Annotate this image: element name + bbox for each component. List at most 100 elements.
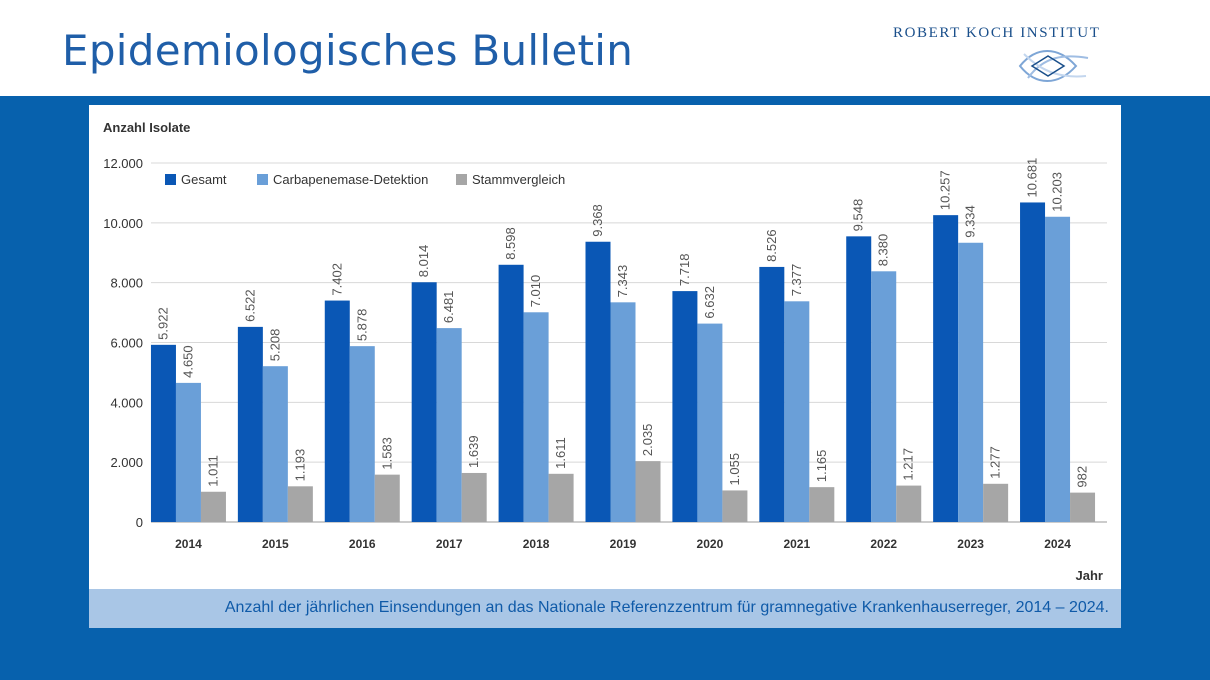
bar bbox=[1020, 202, 1046, 522]
y-tick-label: 6.000 bbox=[110, 336, 143, 351]
bar bbox=[896, 485, 922, 522]
bar bbox=[1045, 216, 1071, 522]
rki-logo: ROBERT KOCH INSTITUT bbox=[890, 22, 1130, 88]
y-tick-label: 8.000 bbox=[110, 276, 143, 291]
y-axis-title: Anzahl Isolate bbox=[103, 120, 190, 135]
x-tick-label: 2022 bbox=[870, 537, 897, 551]
caption-bar: Anzahl der jährlichen Einsendungen an da… bbox=[89, 589, 1121, 628]
data-label: 1.217 bbox=[901, 448, 916, 481]
slide-header: Epidemiologisches Bulletin ROBERT KOCH I… bbox=[0, 0, 1210, 96]
legend-label: Carbapenemase-Detektion bbox=[273, 172, 428, 187]
data-label: 8.526 bbox=[764, 229, 779, 262]
x-tick-label: 2014 bbox=[175, 537, 202, 551]
data-label: 6.481 bbox=[441, 291, 456, 324]
data-label: 982 bbox=[1075, 466, 1090, 488]
data-label: 10.681 bbox=[1025, 158, 1040, 198]
bar bbox=[374, 474, 400, 522]
bar bbox=[175, 382, 201, 522]
page-title: Epidemiologisches Bulletin bbox=[62, 26, 634, 75]
data-label: 10.203 bbox=[1050, 172, 1065, 212]
bar bbox=[697, 323, 723, 522]
data-label: 10.257 bbox=[938, 170, 953, 210]
legend-label: Gesamt bbox=[181, 172, 227, 187]
x-tick-label: 2021 bbox=[783, 537, 810, 551]
bar bbox=[809, 487, 835, 522]
x-tick-label: 2019 bbox=[610, 537, 637, 551]
bar bbox=[635, 461, 661, 522]
bar bbox=[983, 483, 1009, 522]
data-label: 2.035 bbox=[640, 424, 655, 457]
bar bbox=[871, 271, 897, 522]
legend-swatch bbox=[456, 174, 467, 185]
x-tick-label: 2015 bbox=[262, 537, 289, 551]
data-label: 7.010 bbox=[528, 275, 543, 308]
bar bbox=[722, 490, 748, 522]
bar bbox=[150, 344, 176, 522]
x-tick-label: 2020 bbox=[697, 537, 724, 551]
bar bbox=[523, 312, 549, 522]
bar bbox=[498, 264, 524, 522]
data-label: 7.402 bbox=[329, 263, 344, 296]
data-label: 1.611 bbox=[553, 437, 568, 469]
data-label: 7.718 bbox=[677, 254, 692, 287]
bar bbox=[846, 236, 872, 523]
bar bbox=[262, 366, 288, 522]
y-tick-label: 12.000 bbox=[103, 156, 143, 171]
data-label: 7.377 bbox=[789, 264, 804, 297]
y-tick-label: 0 bbox=[136, 515, 143, 530]
bar bbox=[610, 302, 636, 522]
bar bbox=[585, 241, 611, 522]
data-label: 8.598 bbox=[503, 227, 518, 260]
data-label: 9.334 bbox=[963, 205, 978, 238]
x-tick-label: 2017 bbox=[436, 537, 463, 551]
x-tick-label: 2016 bbox=[349, 537, 376, 551]
figure-caption: Anzahl der jährlichen Einsendungen an da… bbox=[224, 599, 1109, 616]
data-label: 1.277 bbox=[988, 446, 1003, 479]
data-label: 1.583 bbox=[379, 437, 394, 470]
data-label: 9.368 bbox=[590, 204, 605, 237]
data-label: 5.878 bbox=[354, 309, 369, 342]
y-tick-label: 2.000 bbox=[110, 455, 143, 470]
data-label: 1.055 bbox=[727, 453, 742, 486]
data-label: 5.208 bbox=[267, 329, 282, 362]
bar bbox=[933, 215, 959, 522]
bar bbox=[200, 491, 226, 522]
bar bbox=[784, 301, 810, 522]
data-label: 4.650 bbox=[180, 345, 195, 378]
rki-logo-mark-icon bbox=[1018, 50, 1089, 82]
x-tick-label: 2024 bbox=[1044, 537, 1071, 551]
bar bbox=[287, 486, 313, 522]
data-label: 1.639 bbox=[466, 435, 481, 468]
bar bbox=[672, 291, 698, 522]
data-label: 6.632 bbox=[702, 286, 717, 319]
data-label: 5.922 bbox=[155, 307, 170, 340]
data-label: 6.522 bbox=[242, 289, 257, 322]
data-label: 9.548 bbox=[851, 199, 866, 232]
bar bbox=[461, 472, 487, 522]
legend-label: Stammvergleich bbox=[472, 172, 565, 187]
data-label: 8.380 bbox=[876, 234, 891, 267]
bar bbox=[411, 282, 437, 522]
bar bbox=[548, 473, 574, 522]
legend-swatch bbox=[257, 174, 268, 185]
bar bbox=[759, 266, 785, 522]
y-tick-label: 10.000 bbox=[103, 216, 143, 231]
data-label: 1.193 bbox=[292, 449, 307, 482]
x-tick-label: 2018 bbox=[523, 537, 550, 551]
bar bbox=[237, 326, 263, 522]
bar bbox=[324, 300, 350, 522]
logo-text: ROBERT KOCH INSTITUT bbox=[893, 25, 1101, 41]
x-axis-title: Jahr bbox=[1076, 568, 1103, 583]
bar bbox=[349, 346, 375, 522]
x-tick-label: 2023 bbox=[957, 537, 984, 551]
y-tick-label: 4.000 bbox=[110, 395, 143, 410]
bar-chart: Anzahl Isolate 0 2.000 4.000 6.000 8.000 10.00… bbox=[103, 120, 1107, 583]
legend-swatch bbox=[165, 174, 176, 185]
data-label: 1.011 bbox=[205, 455, 220, 487]
chart-panel: Anzahl Isolate 0 2.000 4.000 6.000 8.000 10.00… bbox=[89, 105, 1121, 589]
bar bbox=[1070, 492, 1096, 522]
bar bbox=[958, 242, 984, 523]
data-label: 8.014 bbox=[416, 245, 431, 278]
bar bbox=[436, 328, 462, 522]
data-label: 1.165 bbox=[814, 450, 829, 483]
